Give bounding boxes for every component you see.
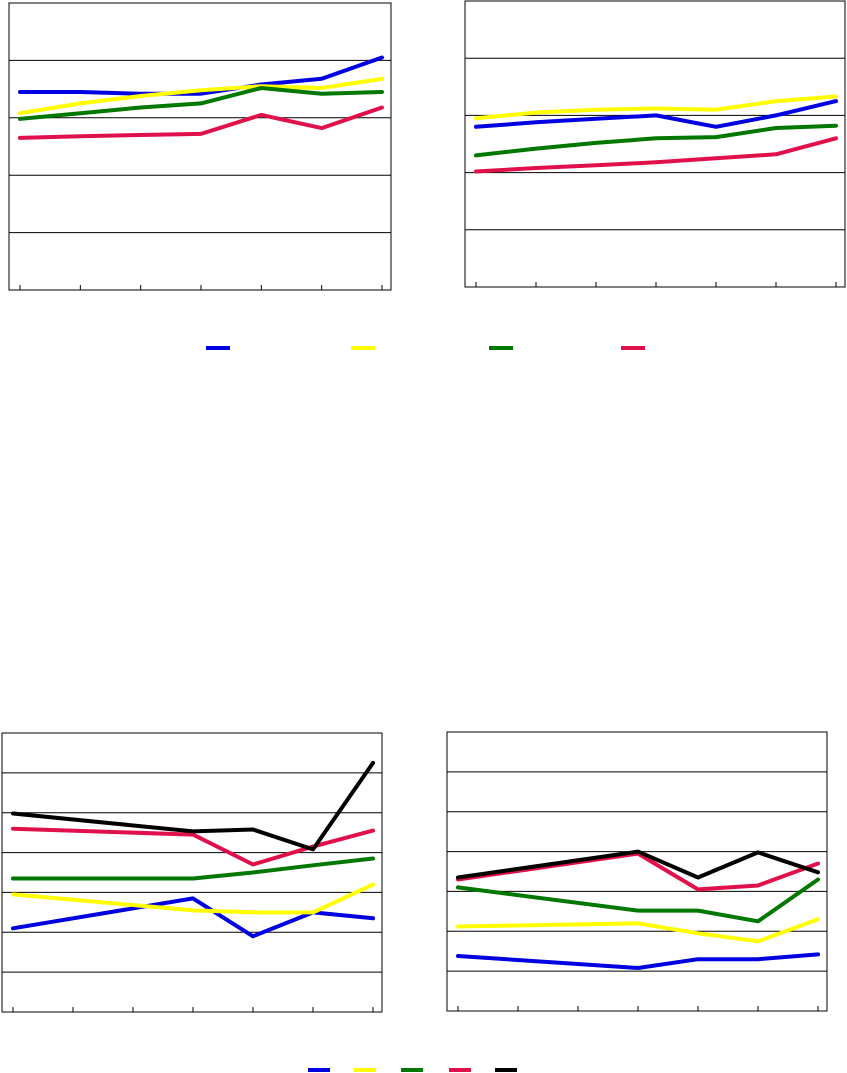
plot-frame <box>464 0 846 288</box>
series-line <box>11 896 375 939</box>
series-line <box>18 86 384 121</box>
series-line <box>11 856 375 881</box>
plot-frame <box>1 732 383 1013</box>
series-line <box>474 94 838 121</box>
series-line <box>456 849 820 880</box>
series-line <box>456 917 820 944</box>
series-line <box>11 882 375 915</box>
series-line <box>11 760 375 852</box>
series-line <box>474 99 838 129</box>
series-line <box>474 123 838 158</box>
chart-4 <box>446 731 828 1012</box>
series-line <box>18 55 384 96</box>
chart-2 <box>464 0 846 288</box>
series-line <box>18 105 384 140</box>
series-line <box>456 952 820 970</box>
series-line <box>474 136 838 174</box>
series-line <box>11 826 375 867</box>
series-line <box>456 877 820 924</box>
chart-3 <box>1 732 383 1013</box>
series-line <box>18 76 384 116</box>
chart-1 <box>8 2 392 291</box>
plot-frame <box>8 2 392 291</box>
